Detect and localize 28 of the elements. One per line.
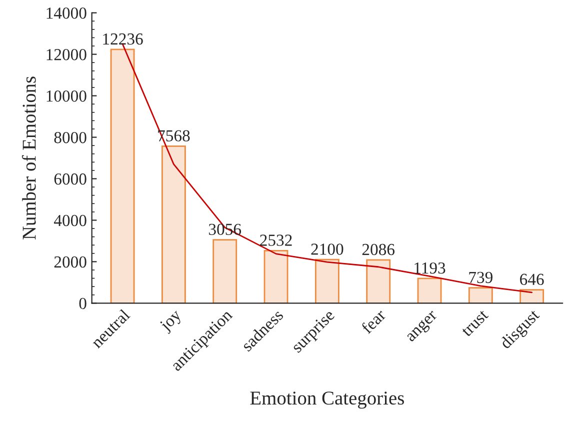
bar [468, 287, 493, 304]
bar [314, 258, 340, 304]
x-tick-label: trust [461, 310, 489, 338]
bar [520, 289, 544, 304]
data-label: 646 [520, 274, 544, 285]
y-tick-label: 2000 [54, 256, 86, 268]
bar [264, 250, 288, 304]
y-tick-label: 8000 [54, 132, 86, 144]
y-tick-label: 14000 [46, 8, 86, 19]
data-label: 739 [469, 272, 492, 284]
bar [212, 239, 238, 304]
y-tick-label: 6000 [54, 173, 86, 185]
bar [110, 48, 135, 304]
bar [161, 146, 186, 304]
y-tick-label: 4000 [54, 214, 86, 226]
y-tick-label: 0 [79, 298, 86, 310]
x-tick-label: fear [360, 308, 387, 334]
bar [366, 259, 391, 304]
y-tick-label: 12000 [46, 48, 86, 60]
data-label: 2532 [260, 234, 292, 246]
data-label: 1193 [414, 262, 446, 274]
x-axis-title: Emotion Categories [250, 392, 404, 409]
y-axis-title: Number of Emotions [22, 76, 36, 240]
bar [417, 278, 442, 304]
y-tick-label: 10000 [46, 90, 86, 102]
data-label: 2086 [362, 244, 395, 256]
data-label: 12236 [103, 33, 143, 45]
data-label: 2100 [311, 244, 344, 255]
